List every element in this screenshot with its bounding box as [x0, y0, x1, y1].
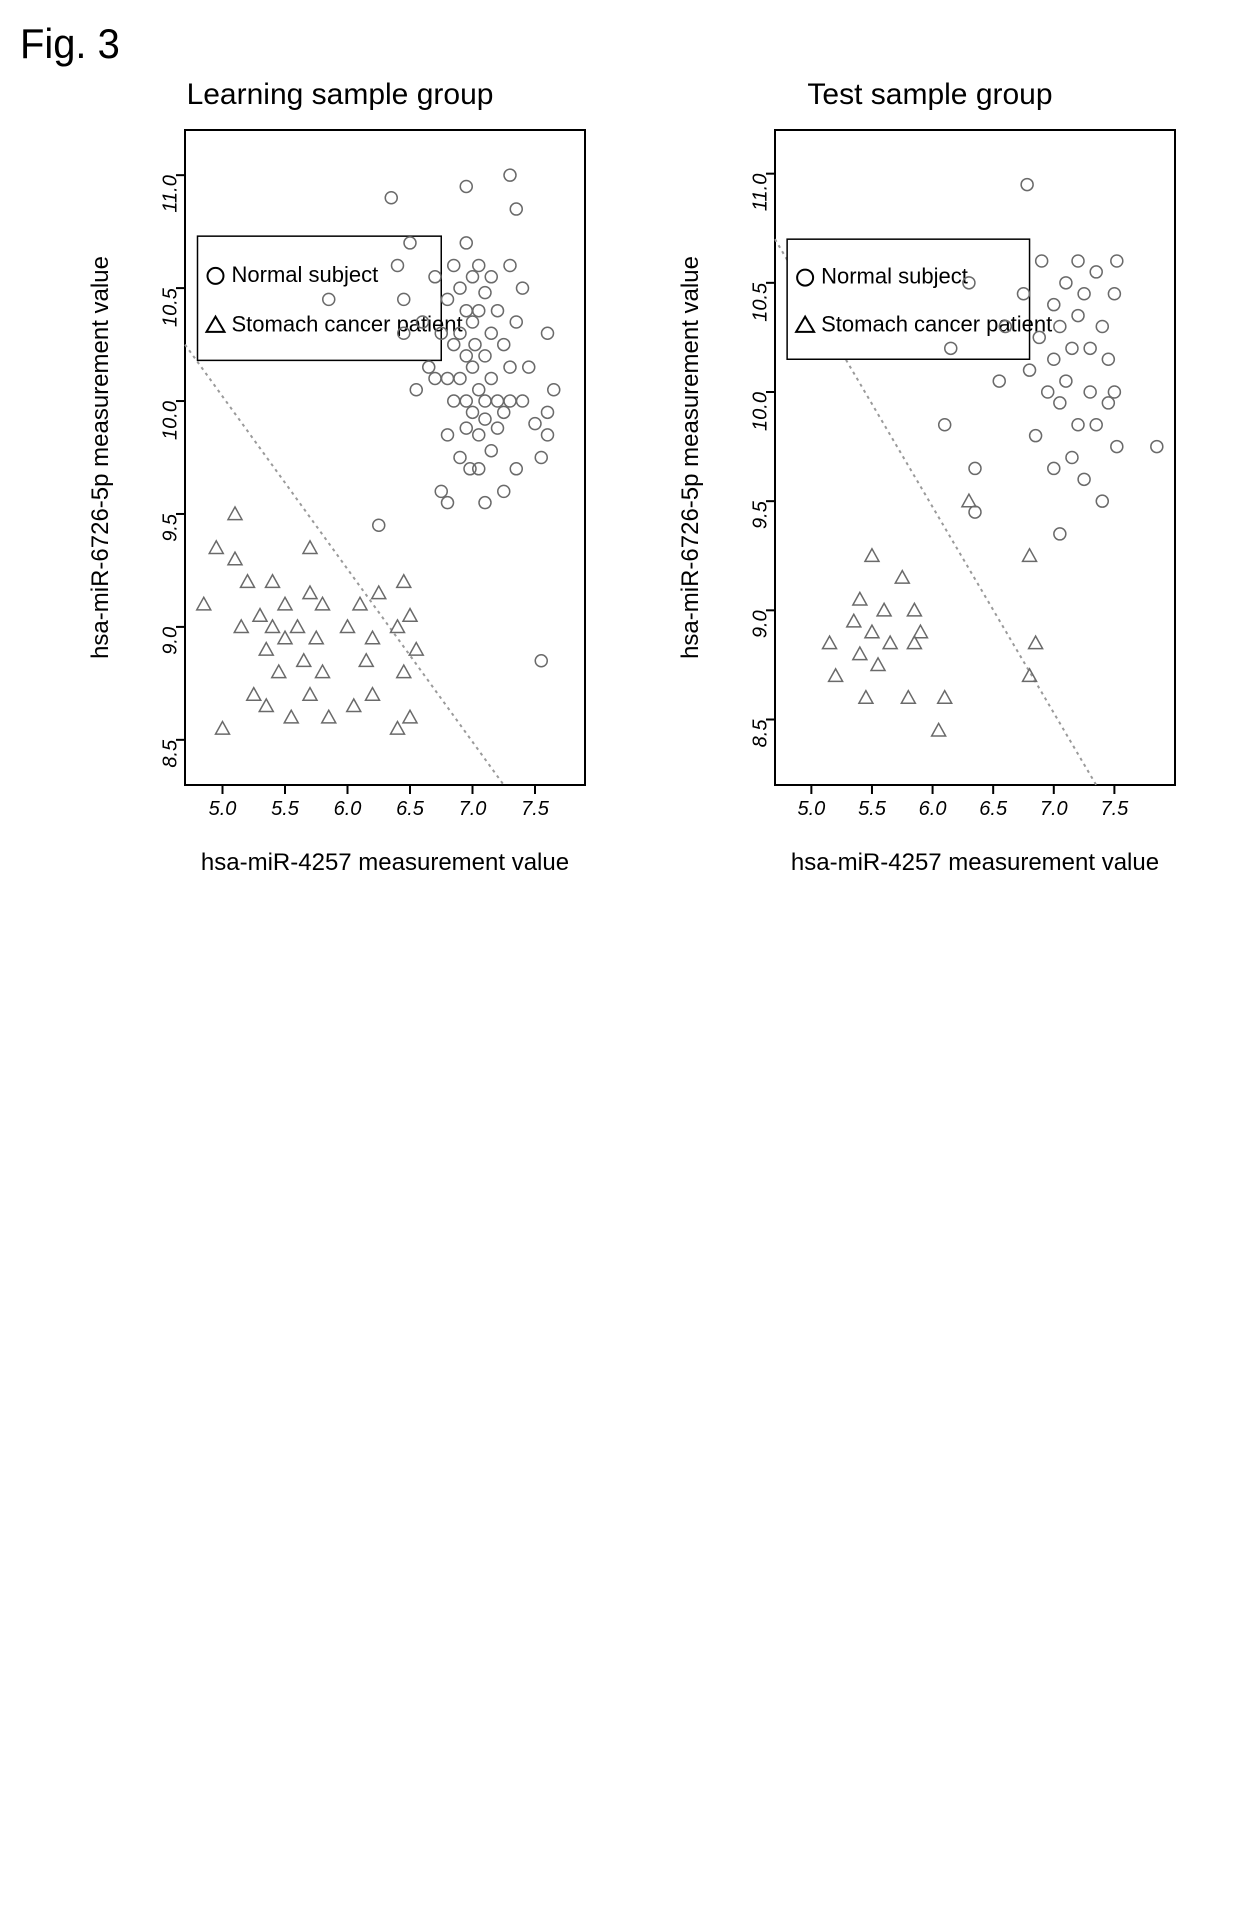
panel-learning: Learning sample group 5.0 5.5 6.0 6.5 7.0 7.5…	[80, 78, 600, 900]
scatter-learning: 5.0 5.5 6.0 6.5 7.0 7.5 8.5 9.0 9.5 10.0 10.5 11.0 h…	[80, 120, 600, 900]
svg-text:7.0: 7.0	[459, 798, 487, 820]
svg-text:10.0: 10.0	[749, 392, 771, 431]
svg-text:7.5: 7.5	[521, 798, 550, 820]
svg-text:hsa-miR-4257 measurement value: hsa-miR-4257 measurement value	[791, 849, 1159, 876]
svg-text:7.5: 7.5	[1100, 798, 1129, 820]
svg-text:8.5: 8.5	[749, 719, 771, 748]
svg-text:10.0: 10.0	[159, 401, 181, 440]
svg-text:6.0: 6.0	[919, 798, 947, 820]
svg-text:hsa-miR-6726-5p measurement va: hsa-miR-6726-5p measurement value	[87, 256, 114, 659]
panel-learning-title: Learning sample group	[187, 78, 494, 112]
svg-text:7.0: 7.0	[1040, 798, 1068, 820]
svg-text:6.5: 6.5	[396, 798, 425, 820]
svg-text:9.0: 9.0	[749, 610, 771, 638]
figure-label: Fig. 3	[20, 20, 1160, 68]
svg-text:Normal subject: Normal subject	[821, 264, 968, 289]
svg-text:11.0: 11.0	[159, 175, 181, 212]
svg-text:5.5: 5.5	[271, 798, 300, 820]
svg-text:hsa-miR-6726-5p measurement va: hsa-miR-6726-5p measurement value	[677, 256, 704, 659]
panel-test: Test sample group 5.0 5.5 6.0 6.5 7.0 7.5 8.5 9…	[670, 78, 1190, 900]
svg-text:5.5: 5.5	[858, 798, 887, 820]
svg-text:9.5: 9.5	[749, 500, 771, 529]
scatter-test: 5.0 5.5 6.0 6.5 7.0 7.5 8.5 9.0 9.5 10.0 10.5 11.0 h…	[670, 120, 1190, 900]
panel-test-title: Test sample group	[807, 78, 1052, 112]
svg-text:6.5: 6.5	[979, 798, 1008, 820]
svg-text:hsa-miR-4257 measurement value: hsa-miR-4257 measurement value	[201, 849, 569, 876]
svg-text:10.5: 10.5	[749, 282, 771, 322]
svg-text:5.0: 5.0	[209, 798, 237, 820]
svg-text:8.5: 8.5	[159, 739, 181, 768]
svg-text:9.0: 9.0	[159, 627, 181, 655]
svg-text:10.5: 10.5	[159, 287, 181, 327]
svg-text:11.0: 11.0	[749, 174, 771, 211]
svg-text:5.0: 5.0	[797, 798, 825, 820]
svg-text:6.0: 6.0	[334, 798, 362, 820]
svg-text:Normal subject: Normal subject	[232, 262, 379, 287]
panels-row: Learning sample group 5.0 5.5 6.0 6.5 7.0 7.5…	[80, 78, 1220, 900]
svg-text:9.5: 9.5	[159, 513, 181, 542]
svg-text:Stomach cancer patient: Stomach cancer patient	[821, 312, 1052, 337]
